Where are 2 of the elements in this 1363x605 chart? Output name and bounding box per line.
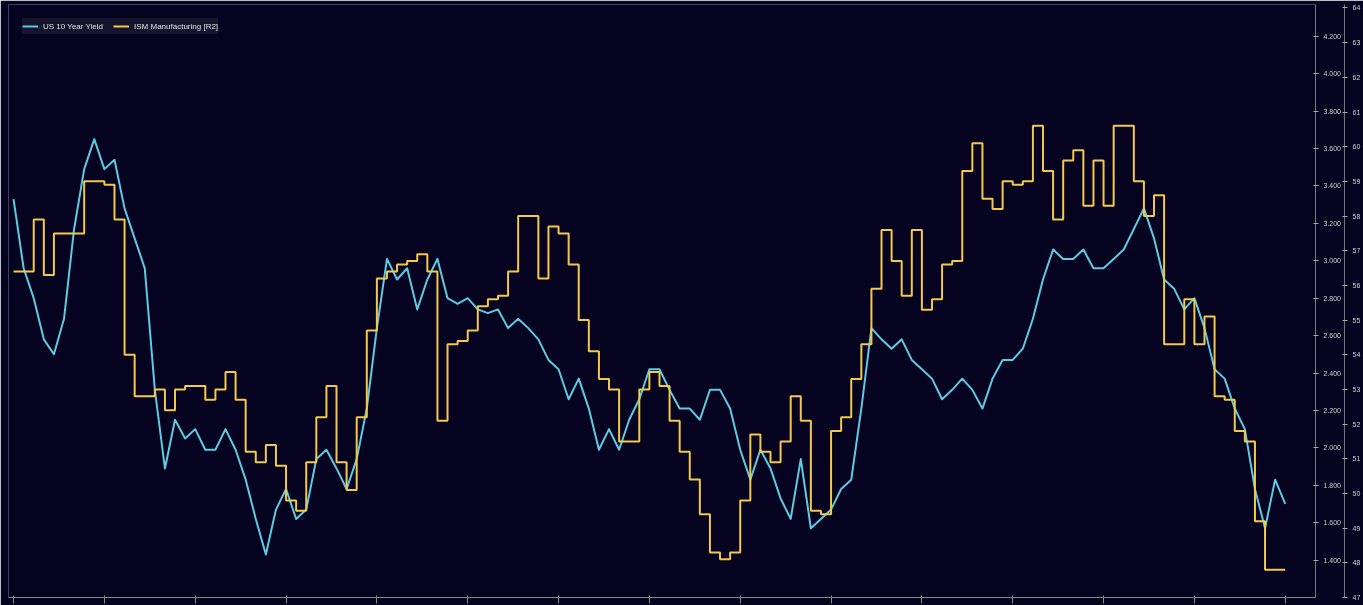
legend-label: ISM Manufacturing [R2] (134, 21, 219, 31)
legend-label: US 10 Year Yield (43, 21, 104, 31)
